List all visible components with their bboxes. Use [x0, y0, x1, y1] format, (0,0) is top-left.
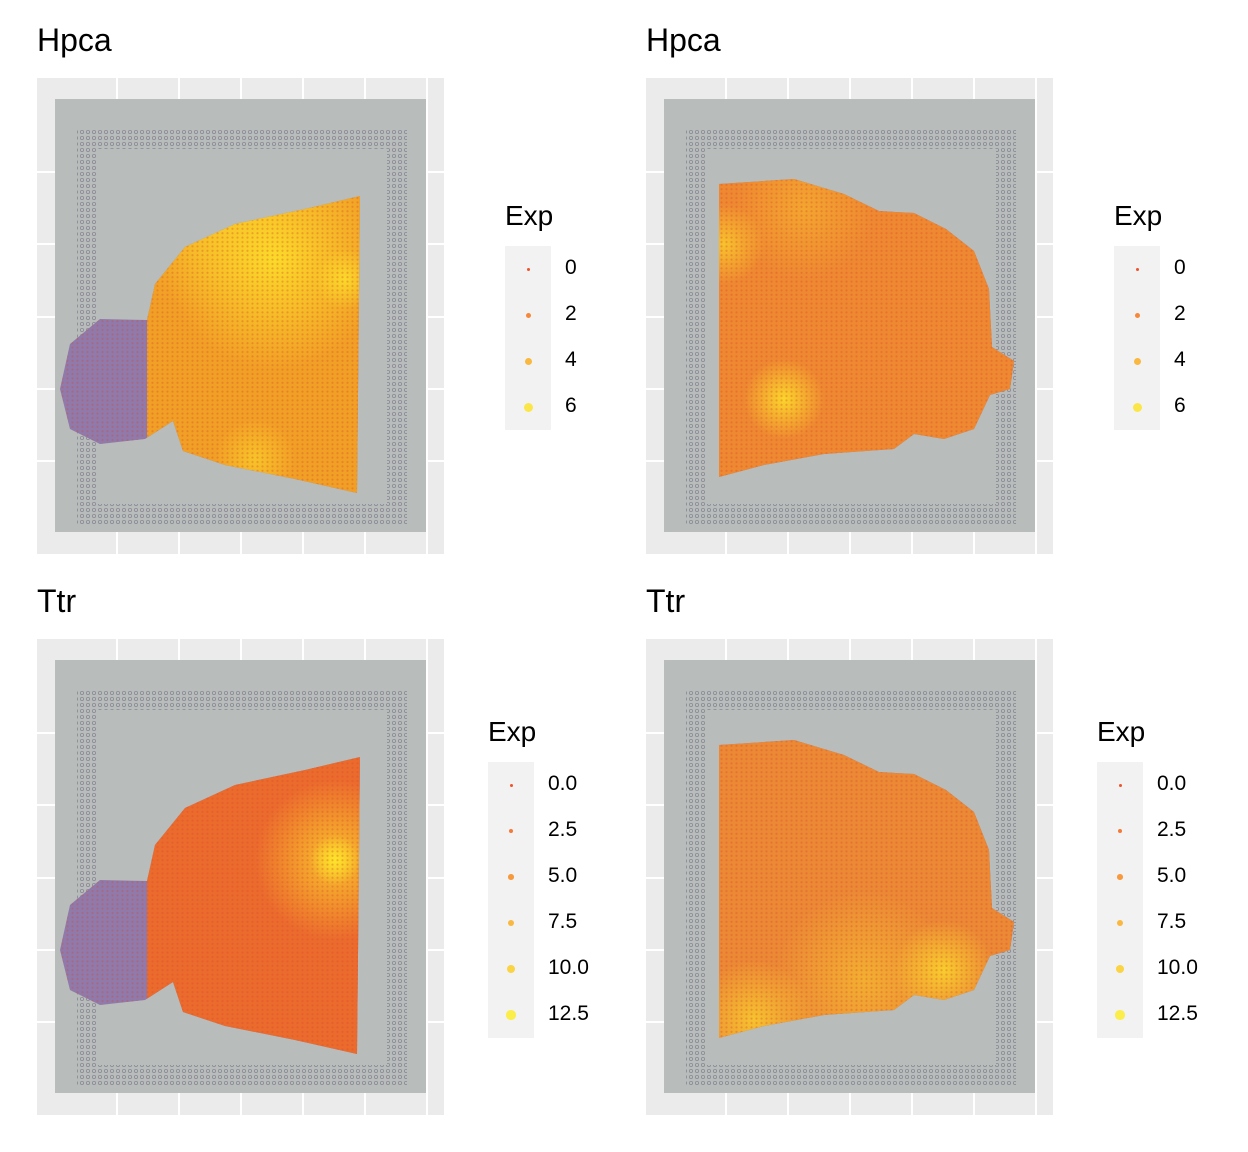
legend-label: 0.0: [548, 772, 578, 795]
plot-title: Ttr: [646, 583, 686, 619]
legend-title: Exp: [1114, 200, 1163, 231]
legend-label: 2.5: [1157, 818, 1187, 841]
legend-label: 12.5: [1157, 1002, 1198, 1025]
legend-key-dot: [524, 357, 532, 365]
tissue-image: [55, 99, 426, 532]
plot-title: Hpca: [646, 22, 721, 58]
tissue-image: [55, 660, 426, 1093]
legend-label: 6: [1174, 394, 1186, 417]
legend-key-dot: [1132, 402, 1142, 412]
legend-label: 2: [565, 302, 577, 325]
legend-key-dot: [523, 402, 533, 412]
legend-keys: [505, 246, 551, 430]
legend-keys: [1114, 246, 1160, 430]
legend-key-dot: [506, 964, 516, 974]
tissue-image: [664, 99, 1035, 532]
legend-key-dot: [1115, 1010, 1125, 1020]
tissue-image: [664, 660, 1035, 1093]
legend-title: Exp: [505, 200, 554, 231]
legend-key-dot: [1117, 828, 1123, 834]
legend-label: 7.5: [1157, 910, 1187, 933]
legend-key-dot: [509, 783, 513, 787]
legend-label: 12.5: [548, 1002, 589, 1025]
legend: Exp 0.0 2.5 5.0 7.5 10.0 12.5: [488, 716, 589, 1038]
legend-key-dot: [507, 919, 515, 927]
legend-key-dot: [1134, 312, 1140, 318]
spatial-plot-panel: [37, 78, 444, 554]
spatial-plot-panel: [37, 639, 444, 1115]
legend-label: 10.0: [548, 956, 589, 979]
legend: Exp 0 2 4 6: [1114, 200, 1186, 430]
legend-key-dot: [1118, 783, 1122, 787]
plot-title: Ttr: [37, 583, 77, 619]
legend-label: 6: [565, 394, 577, 417]
spatial-plot-panel: [646, 639, 1053, 1115]
legend-keys: [1097, 762, 1143, 1038]
expression-spots: [719, 179, 1014, 477]
legend-key-dot: [1133, 357, 1141, 365]
legend-key-dot: [1135, 267, 1139, 271]
legend-label: 0.0: [1157, 772, 1187, 795]
legend-label: 10.0: [1157, 956, 1198, 979]
legend-key-dot: [1117, 874, 1123, 880]
legend-label: 0: [565, 256, 577, 279]
legend-label: 0: [1174, 256, 1186, 279]
legend-key-dot: [526, 267, 530, 271]
legend-key-dot: [1115, 964, 1125, 974]
legend-keys: [488, 762, 534, 1038]
legend-key-dot: [1116, 919, 1124, 927]
legend-key-dot: [508, 874, 514, 880]
legend-key-dot: [508, 828, 514, 834]
legend: Exp 0 2 4 6: [505, 200, 577, 430]
legend-title: Exp: [488, 716, 537, 747]
legend-label: 4: [565, 348, 577, 371]
spatial-plot-panel: [646, 78, 1053, 554]
legend-label: 4: [1174, 348, 1186, 371]
legend: Exp 0.0 2.5 5.0 7.5 10.0 12.5: [1097, 716, 1198, 1038]
legend-label: 7.5: [548, 910, 578, 933]
legend-label: 2: [1174, 302, 1186, 325]
legend-label: 2.5: [548, 818, 578, 841]
legend-key-dot: [506, 1010, 516, 1020]
legend-label: 5.0: [548, 864, 578, 887]
legend-title: Exp: [1097, 716, 1146, 747]
legend-key-dot: [525, 312, 531, 318]
plot-title: Hpca: [37, 22, 112, 58]
legend-label: 5.0: [1157, 864, 1187, 887]
